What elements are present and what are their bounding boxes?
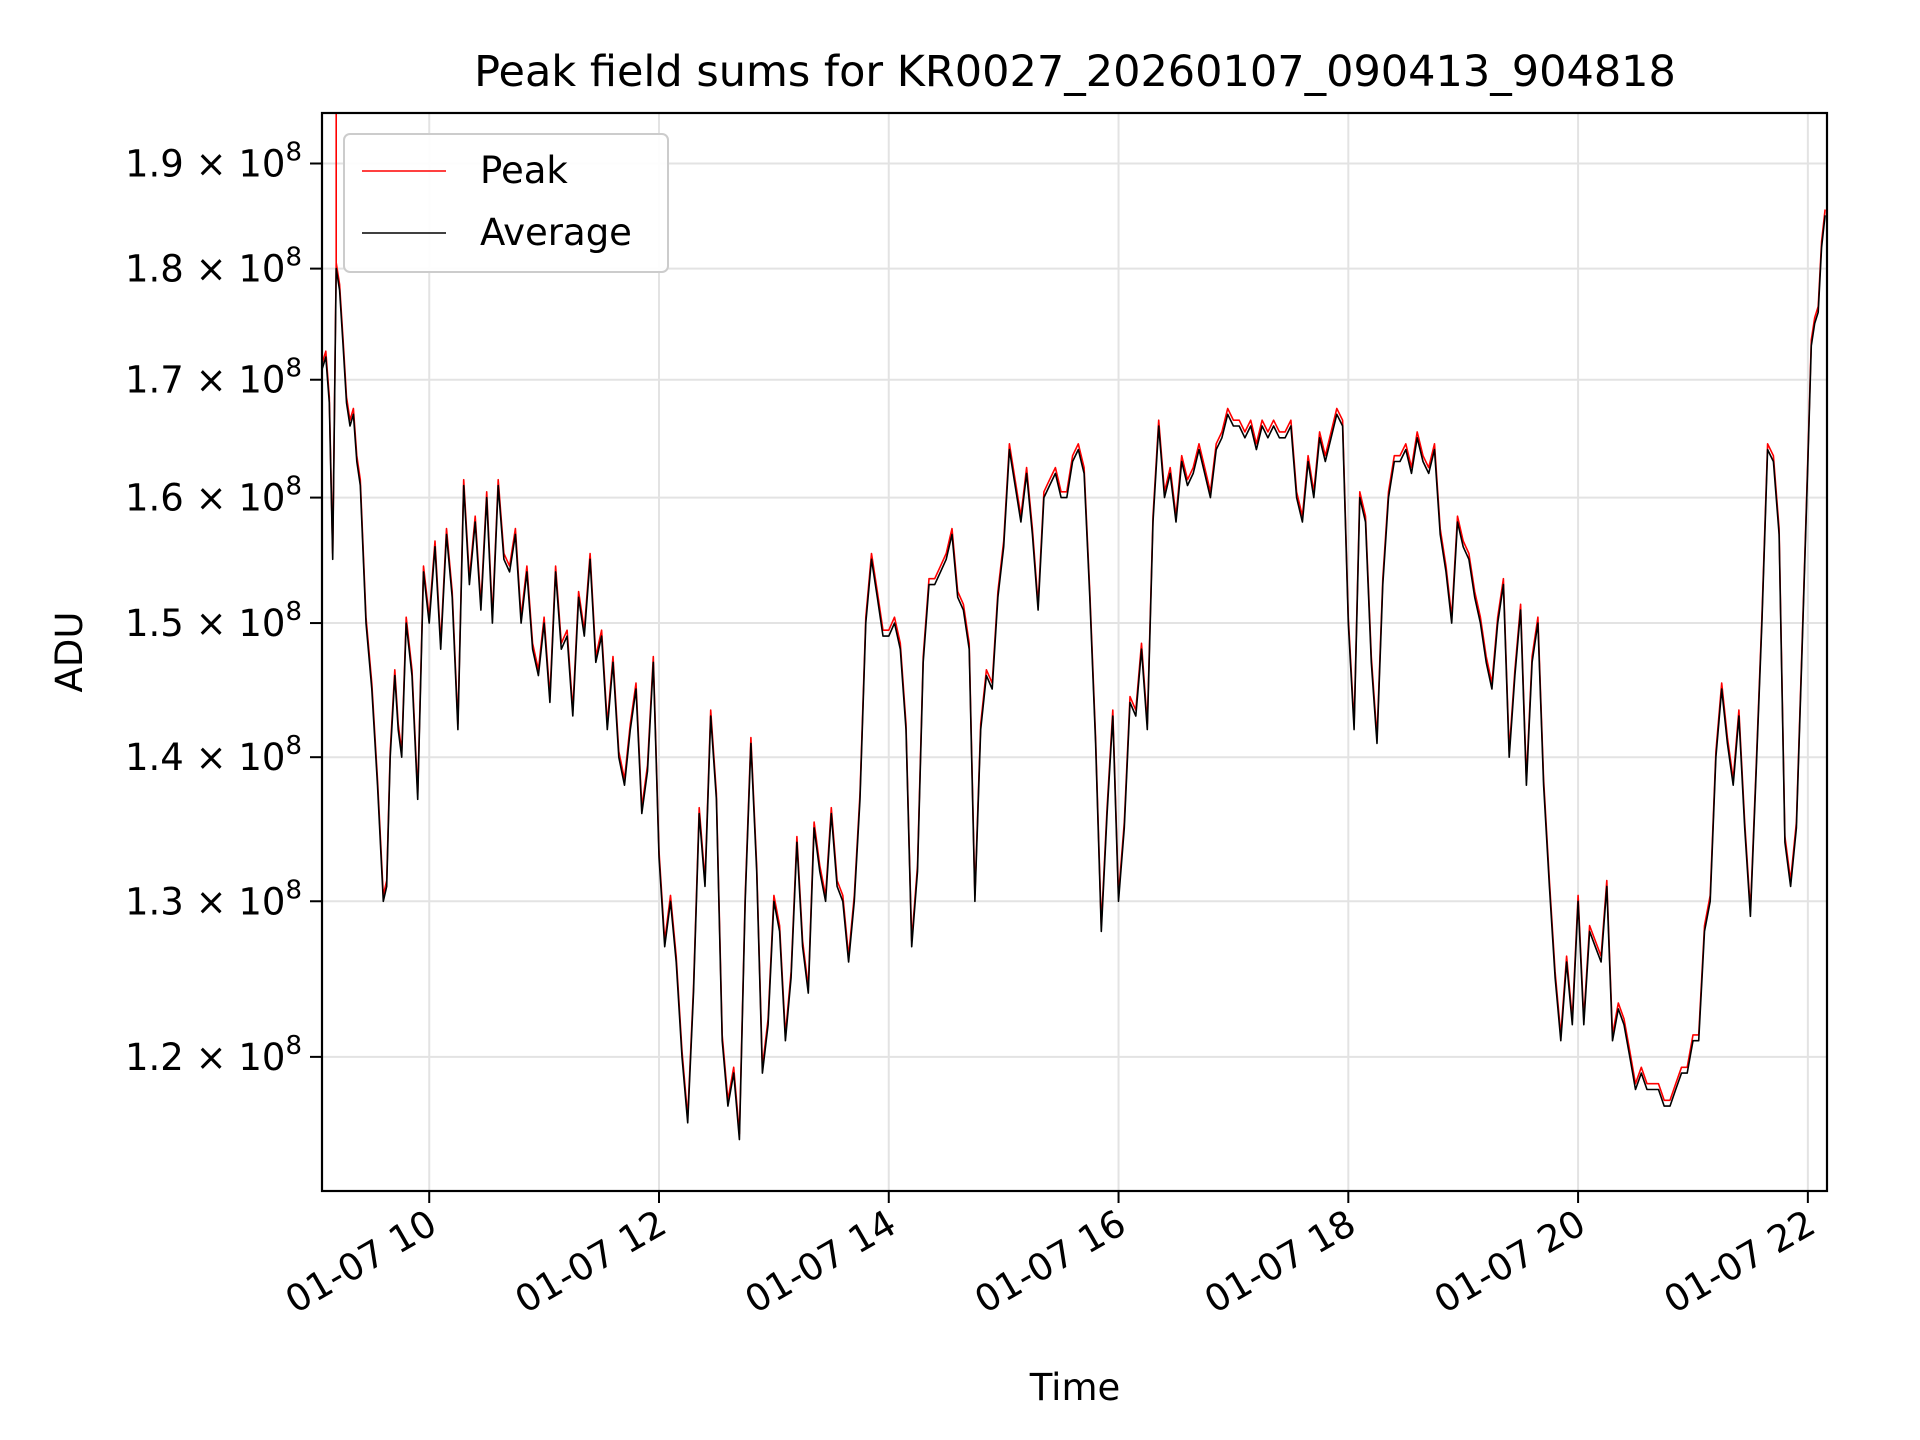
legend-box [343,133,669,273]
legend-average-label: Average [480,211,632,254]
series-group [322,113,1826,1141]
chart-title: Peak field sums for KR0027_20260107_0904… [474,47,1676,97]
y-axis: 1.2 × 108 1.3 × 108 1.4 × 108 1.5 × 108 1.6 … [125,137,322,1079]
y-tick-label: 1.6 × 108 [125,472,302,520]
plot-frame [320,111,1829,1193]
series-layer [322,113,1826,1141]
series-line-average [322,215,1826,1141]
y-tick-label: 1.5 × 108 [125,597,302,645]
y-tick-label: 1.4 × 108 [125,731,302,779]
y-tick-label: 1.3 × 108 [125,875,302,923]
legend-peak-label: Peak [480,149,568,192]
y-tick-label: 1.2 × 108 [125,1031,302,1079]
legend: Peak Average [343,133,669,273]
grid-lines [322,113,1827,1191]
x-axis-label: Time [1029,1366,1121,1409]
y-tick-label: 1.7 × 108 [125,354,302,402]
y-tick-label: 1.8 × 108 [125,243,302,291]
y-axis-label: ADU [48,612,91,693]
y-tick-label: 1.9 × 108 [125,137,302,185]
